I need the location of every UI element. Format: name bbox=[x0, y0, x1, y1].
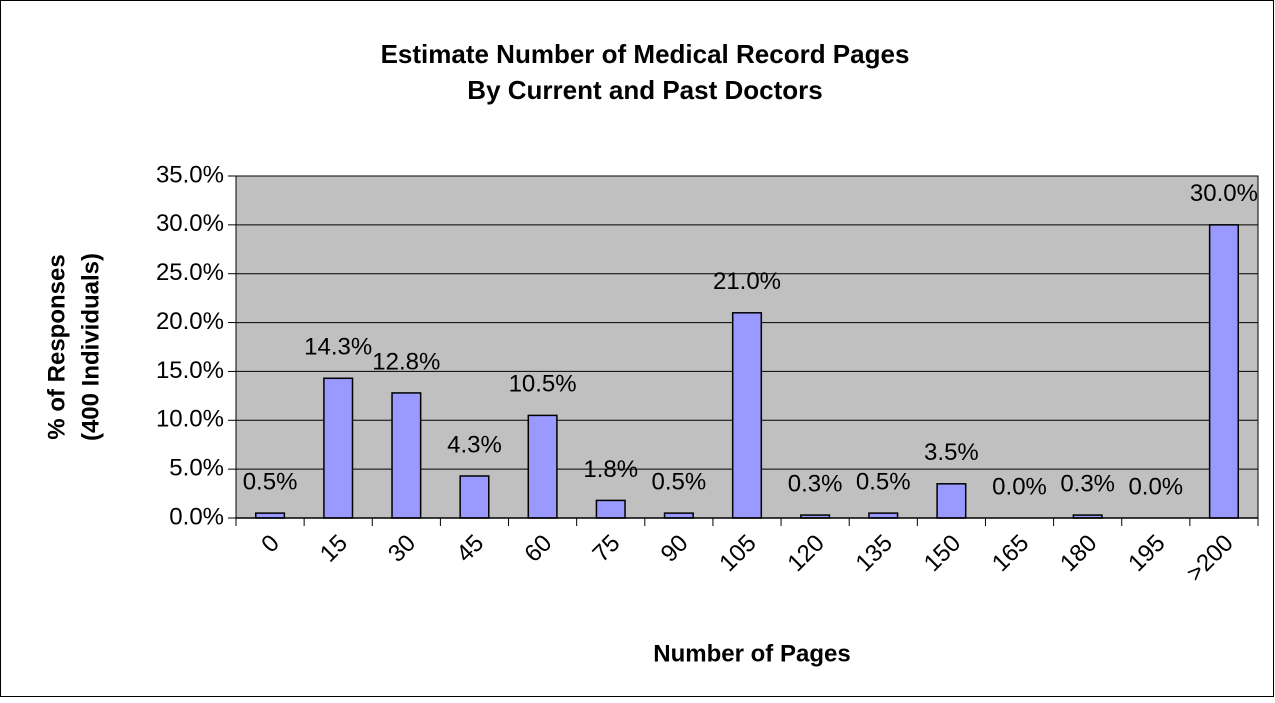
bar bbox=[323, 377, 354, 519]
y-tick-label: 20.0% bbox=[156, 308, 224, 335]
bar bbox=[936, 483, 967, 519]
bar bbox=[595, 499, 626, 519]
y-tick-label: 30.0% bbox=[156, 210, 224, 237]
y-axis-title: % of Responses (400 Individuals) bbox=[43, 253, 104, 441]
y-tick-label: 10.0% bbox=[156, 406, 224, 433]
y-axis-title-line: % of Responses bbox=[43, 254, 70, 439]
bar bbox=[1208, 224, 1239, 519]
x-axis-title: Number of Pages bbox=[653, 640, 850, 667]
value-label: 0.0% bbox=[992, 473, 1047, 500]
y-tick-label: 5.0% bbox=[169, 454, 224, 481]
chart-subtitle: By Current and Past Doctors bbox=[467, 75, 822, 105]
value-label: 1.8% bbox=[583, 456, 638, 483]
value-label: 14.3% bbox=[304, 334, 372, 361]
y-tick-label: 15.0% bbox=[156, 357, 224, 384]
value-label: 3.5% bbox=[924, 439, 979, 466]
value-label: 0.3% bbox=[1060, 470, 1115, 497]
value-label: 30.0% bbox=[1190, 180, 1258, 207]
value-label: 0.5% bbox=[652, 468, 707, 495]
y-tick-label: 25.0% bbox=[156, 259, 224, 286]
value-label: 0.3% bbox=[788, 470, 843, 497]
chart-title: Estimate Number of Medical Record Pages bbox=[381, 39, 910, 69]
value-label: 0.5% bbox=[856, 468, 911, 495]
y-axis-title-line: (400 Individuals) bbox=[77, 253, 104, 441]
y-tick-label: 35.0% bbox=[156, 161, 224, 188]
bar bbox=[391, 392, 422, 519]
value-label: 12.8% bbox=[372, 348, 440, 375]
bar bbox=[459, 475, 490, 519]
y-tick-label: 0.0% bbox=[169, 503, 224, 530]
value-label: 0.0% bbox=[1128, 473, 1183, 500]
value-label: 4.3% bbox=[447, 431, 502, 458]
value-label: 21.0% bbox=[713, 268, 781, 295]
value-label: 10.5% bbox=[509, 371, 577, 398]
value-label: 0.5% bbox=[243, 468, 298, 495]
bar bbox=[527, 414, 558, 519]
bar bbox=[731, 312, 763, 519]
